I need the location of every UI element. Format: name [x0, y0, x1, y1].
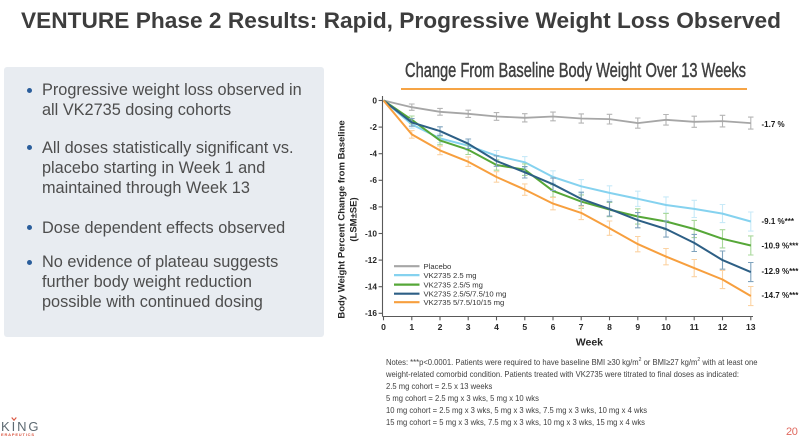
svg-text:Body Weight Percent Change fro: Body Weight Percent Change from Baseline: [337, 120, 348, 318]
svg-text:2: 2: [438, 322, 443, 332]
svg-text:7: 7: [579, 322, 584, 332]
svg-text:-8: -8: [370, 202, 378, 212]
svg-text:-16: -16: [365, 308, 377, 318]
svg-text:-12: -12: [365, 255, 377, 265]
svg-text:VK2735 2.5/5 mg: VK2735 2.5/5 mg: [424, 280, 483, 289]
svg-text:10: 10: [661, 322, 671, 332]
svg-text:0: 0: [372, 95, 377, 105]
svg-text:0: 0: [381, 322, 386, 332]
svg-text:12: 12: [718, 322, 728, 332]
svg-text:1: 1: [409, 322, 414, 332]
svg-text:VK2735 5/7.5/10/15 mg: VK2735 5/7.5/10/15 mg: [424, 298, 505, 307]
svg-text:-12.9 %***: -12.9 %***: [762, 267, 800, 276]
svg-text:6: 6: [551, 322, 556, 332]
svg-text:5: 5: [522, 322, 527, 332]
svg-text:VK2735 2.5/5/7.5/10 mg: VK2735 2.5/5/7.5/10 mg: [424, 290, 507, 299]
svg-text:9: 9: [635, 322, 640, 332]
svg-text:-14.7 %***: -14.7 %***: [762, 291, 800, 300]
svg-text:-10: -10: [365, 228, 377, 238]
svg-text:-10.9 %***: -10.9 %***: [762, 241, 800, 250]
svg-text:-6: -6: [370, 175, 378, 185]
svg-text:-9.1 %***: -9.1 %***: [762, 217, 795, 226]
svg-text:(LSM±SE): (LSM±SE): [349, 197, 360, 241]
svg-text:Placebo: Placebo: [424, 262, 452, 271]
svg-text:8: 8: [607, 322, 612, 332]
svg-text:4: 4: [494, 322, 499, 332]
svg-text:Week: Week: [576, 337, 603, 349]
svg-text:3: 3: [466, 322, 471, 332]
svg-text:-1.7 %: -1.7 %: [762, 120, 785, 129]
svg-text:-2: -2: [370, 122, 378, 132]
svg-text:-14: -14: [365, 282, 377, 292]
svg-text:13: 13: [746, 322, 756, 332]
svg-text:-4: -4: [370, 149, 378, 159]
svg-text:VK2735 2.5 mg: VK2735 2.5 mg: [424, 271, 477, 280]
svg-text:11: 11: [690, 322, 699, 332]
